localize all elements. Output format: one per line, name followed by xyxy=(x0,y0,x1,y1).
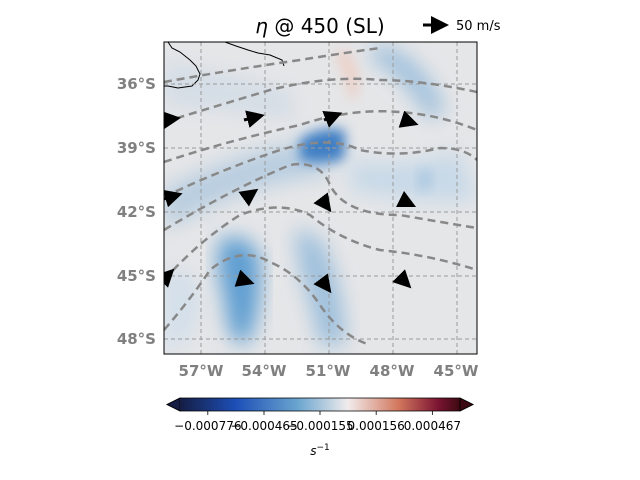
colorbar-tick-label: −0.000776 xyxy=(174,419,241,433)
lat-tick-label: 36°S xyxy=(117,75,156,93)
lon-tick-label: 54°W xyxy=(242,362,287,380)
lat-tick-labels: 36°S 39°S 42°S 45°S 48°S xyxy=(117,75,156,348)
gridlines xyxy=(164,42,477,354)
velocity-arrow xyxy=(392,269,412,289)
colorbar-tick-label: 0.000156 xyxy=(348,419,405,433)
velocity-arrow xyxy=(238,188,259,207)
velocity-arrow xyxy=(313,273,332,294)
velocity-arrows xyxy=(164,110,419,294)
colorbar-unit-exponent: −1 xyxy=(316,443,329,453)
lon-tick-label: 51°W xyxy=(306,362,351,380)
colorbar-ticks: −0.000776−0.000465−0.0001550.0001560.000… xyxy=(174,411,461,433)
velocity-arrow xyxy=(164,111,181,130)
title-symbol: η xyxy=(255,14,268,38)
colorbar-extend-min xyxy=(166,397,181,412)
map-frame xyxy=(163,41,478,355)
velocity-arrow xyxy=(234,269,255,287)
colorbar-gradient xyxy=(180,398,460,411)
lon-tick-label: 57°W xyxy=(179,362,224,380)
velocity-arrow xyxy=(395,190,417,208)
lat-tick-label: 45°S xyxy=(117,267,156,285)
colorbar-tick-label: −0.000155 xyxy=(286,419,353,433)
map-panel xyxy=(164,42,477,354)
coastline xyxy=(164,42,201,89)
lon-tick-label: 48°W xyxy=(370,362,415,380)
lat-tick-label: 42°S xyxy=(117,203,156,221)
velocity-arrow xyxy=(313,192,332,213)
coastline-north xyxy=(224,42,285,67)
velocity-arrow xyxy=(398,110,419,128)
quiver-key: 50 m/s xyxy=(423,16,501,34)
figure-title: η @ 450 (SL) xyxy=(255,14,384,38)
title-text: @ 450 (SL) xyxy=(268,14,385,38)
lat-tick-label: 39°S xyxy=(117,139,156,157)
contours xyxy=(164,46,477,347)
velocity-arrow xyxy=(164,189,183,208)
colorbar-unit: s xyxy=(310,444,316,458)
velocity-arrow xyxy=(322,110,343,128)
colorbar-extend-max xyxy=(459,397,474,412)
velocity-arrow xyxy=(243,110,265,128)
lat-tick-label: 48°S xyxy=(117,330,156,348)
velocity-arrow xyxy=(164,268,175,288)
lon-tick-labels: 57°W 54°W 51°W 48°W 45°W xyxy=(179,362,479,380)
lon-tick-label: 45°W xyxy=(434,362,479,380)
colorbar-tick-label: 0.000467 xyxy=(404,419,461,433)
colorbar-tick-label: −0.000465 xyxy=(230,419,297,433)
colorbar: −0.000776−0.000465−0.0001550.0001560.000… xyxy=(166,397,474,458)
quiver-key-label: 50 m/s xyxy=(456,19,501,34)
colorbar-unit-label: s−1 xyxy=(310,443,330,458)
